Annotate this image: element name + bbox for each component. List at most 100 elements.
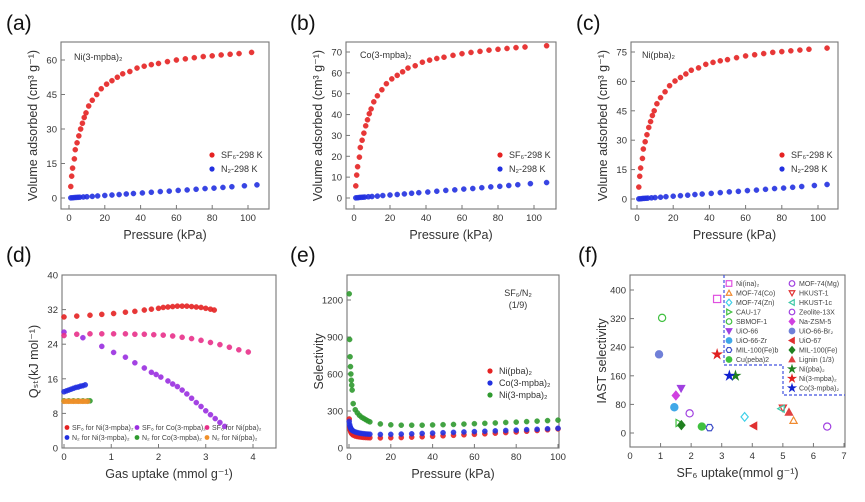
x-tick-label: 4	[250, 452, 255, 463]
data-point	[670, 403, 679, 412]
x-tick-label: 100	[810, 213, 826, 224]
series-0	[352, 42, 550, 189]
data-point	[69, 165, 76, 171]
data-point	[662, 88, 668, 95]
data-point	[702, 61, 709, 68]
data-point	[110, 349, 117, 356]
data-point	[109, 192, 115, 198]
panel-label: (a)	[6, 12, 32, 35]
panel-f: (f) 0 1 2 3 4 5 6 7 0 80 160 240 320 400 SF₆ uptake(mmo…	[578, 244, 847, 480]
data-point	[202, 185, 208, 192]
data-point	[227, 51, 233, 58]
y-tick-label: 15	[616, 165, 627, 176]
data-point	[134, 65, 140, 71]
legend-label: N₂-298 K	[791, 164, 828, 174]
data-point	[788, 415, 799, 424]
data-point	[89, 193, 96, 200]
data-point	[683, 71, 689, 77]
data-point	[771, 185, 778, 192]
data-point	[433, 188, 440, 195]
data-point	[387, 192, 393, 198]
data-point	[184, 303, 190, 309]
data-point	[523, 418, 530, 425]
data-point	[109, 77, 115, 84]
data-point	[82, 382, 89, 388]
data-point	[374, 93, 381, 99]
data-point	[495, 46, 501, 53]
data-point	[676, 419, 686, 431]
data-point	[148, 61, 155, 68]
data-point	[654, 350, 664, 359]
data-point	[408, 422, 415, 428]
plot-frame	[629, 274, 846, 448]
data-point	[377, 421, 384, 427]
series-1	[67, 182, 260, 201]
data-point	[370, 99, 377, 105]
data-point	[61, 332, 67, 339]
y-tick-label: 30	[616, 136, 627, 147]
series-1	[61, 329, 228, 430]
data-point	[209, 53, 215, 59]
x-tick-label: 6	[811, 451, 816, 462]
data-point	[651, 108, 657, 114]
data-point	[155, 60, 162, 67]
legend-marker	[787, 336, 795, 345]
data-point	[496, 183, 503, 190]
data-point	[788, 48, 794, 54]
data-point	[522, 44, 528, 50]
x-tick-label: 5	[780, 451, 785, 462]
data-point	[426, 57, 433, 63]
data-point	[824, 45, 830, 51]
data-point	[744, 187, 751, 194]
data-point	[374, 193, 381, 199]
data-point	[760, 50, 767, 57]
legend-marker	[209, 166, 215, 172]
data-point	[477, 48, 483, 55]
data-point	[110, 331, 117, 337]
data-point	[110, 310, 117, 317]
data-point	[148, 189, 155, 196]
legend-marker	[725, 288, 733, 296]
x-axis-label: Pressure (kPa)	[409, 228, 492, 242]
data-point	[99, 311, 105, 318]
data-point	[769, 49, 776, 56]
data-point	[513, 427, 520, 433]
legend-label: SF₆ for Ni(pba)₂	[212, 425, 262, 432]
data-point	[188, 303, 195, 310]
legend-marker	[725, 318, 733, 325]
legend-marker	[134, 425, 140, 430]
series-0	[636, 45, 830, 190]
data-point	[776, 404, 785, 414]
data-point	[67, 183, 74, 190]
data-point	[211, 185, 217, 191]
y-tick-label: 300	[327, 407, 343, 418]
data-point	[724, 56, 731, 63]
series-1	[352, 179, 550, 201]
data-point	[534, 426, 540, 433]
data-point	[513, 44, 519, 51]
data-point	[229, 183, 235, 190]
data-point	[158, 374, 164, 380]
series-0	[61, 303, 218, 320]
y-tick-label: 1200	[322, 296, 343, 307]
data-point	[139, 190, 146, 196]
data-point	[236, 50, 242, 57]
legend-marker	[788, 327, 796, 335]
annotation-text: (1/9)	[509, 300, 528, 310]
data-point	[367, 431, 373, 437]
data-point	[387, 422, 394, 428]
data-point	[383, 80, 390, 87]
x-tick-label: 20	[386, 452, 397, 463]
data-point	[188, 335, 195, 342]
data-point	[122, 354, 129, 360]
legend-label: SF₆-298 K	[791, 150, 833, 160]
panel-c: (c) 0 20 40 60 80 100 0 15 30 45 60 75 Pressure (kPa)…	[576, 12, 839, 242]
data-point	[697, 422, 707, 431]
data-point	[670, 193, 677, 199]
data-point	[677, 74, 684, 81]
legend-marker	[786, 363, 798, 374]
data-point	[482, 420, 488, 427]
data-point	[160, 332, 167, 338]
data-point	[751, 51, 758, 58]
highlight-region-border	[723, 275, 845, 396]
